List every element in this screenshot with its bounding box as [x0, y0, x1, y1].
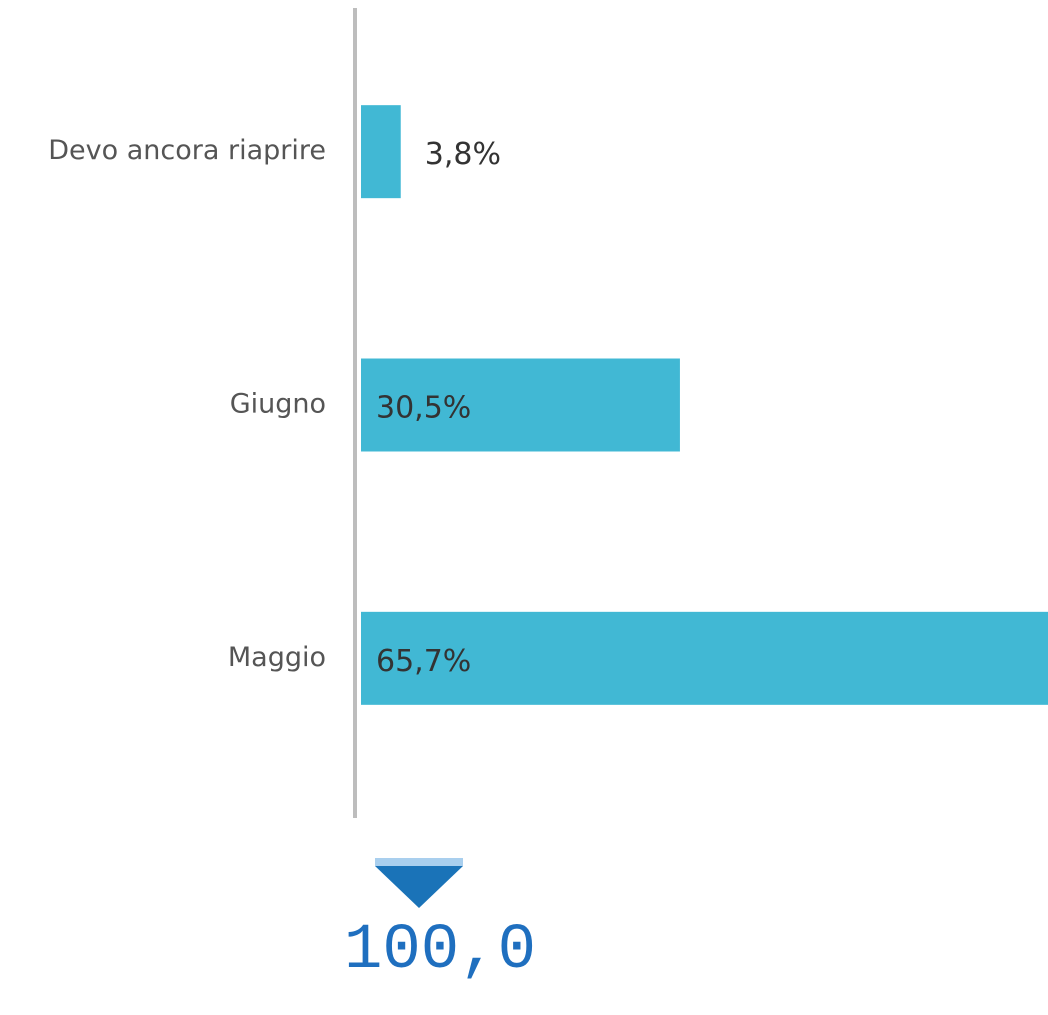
bar: [361, 105, 401, 199]
category-label: Devo ancora riaprire: [48, 135, 326, 166]
value-label: 3,8%: [425, 137, 501, 172]
total-annotation: 100,0: [344, 915, 536, 987]
category-label: Giugno: [230, 389, 326, 420]
arrow: [375, 866, 463, 908]
bar: [361, 611, 1048, 705]
value-label: 65,7%: [376, 644, 471, 679]
arrow-band: [375, 858, 463, 866]
category-label: Maggio: [228, 642, 326, 673]
value-label: 30,5%: [376, 391, 471, 426]
bar: [361, 358, 680, 452]
total-arrow: [375, 858, 463, 908]
